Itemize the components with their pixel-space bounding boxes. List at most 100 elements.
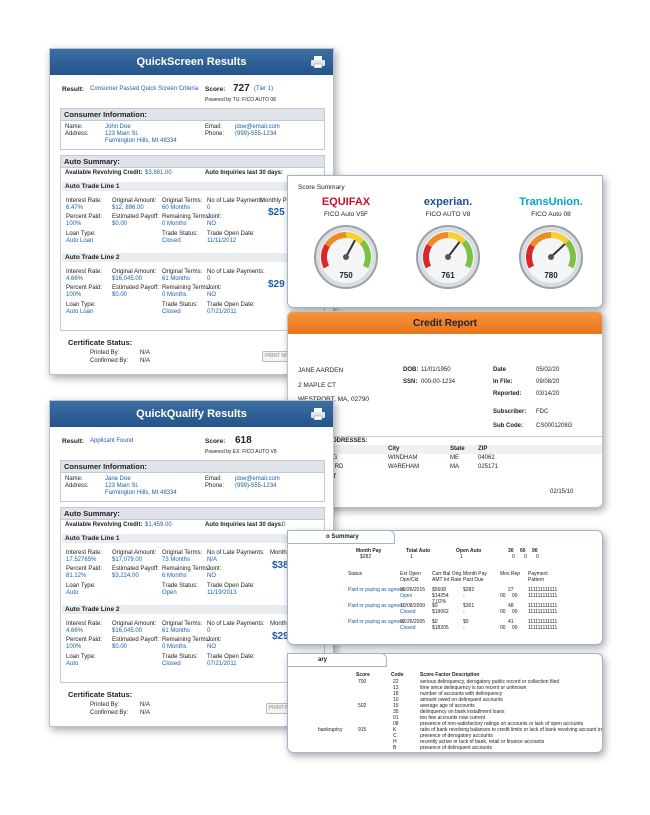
- email-value[interactable]: jdoe@email.com: [235, 476, 280, 482]
- score-factors-card: ary Score Code Score Factor Description …: [287, 653, 603, 753]
- factor-description: too few accounts now current: [420, 715, 486, 721]
- open-date-value: 11/11/2012: [207, 238, 237, 244]
- gauge-hub: [548, 254, 554, 260]
- auto-summary-detail-card: o Summary Month Pay $282 Total Auto 1 Open A…: [287, 530, 603, 645]
- col-description: Score Factor Description: [420, 672, 480, 678]
- factor-score: 915: [358, 727, 367, 733]
- row-balance: $0: [432, 619, 438, 625]
- revolving-value: $1,459.00: [145, 522, 172, 528]
- loan-type-label: Loan Type:: [66, 654, 96, 660]
- bureau-logo: experian.: [423, 196, 473, 208]
- powered-by: Powered by EX: FICO AUTO V8: [205, 449, 277, 455]
- remaining-value: 0 Months: [162, 292, 187, 298]
- consumer-info-box: Consumer Information:: [60, 108, 325, 150]
- bureau-model: FICO Auto V5F: [323, 211, 369, 218]
- gauge-score: 761: [441, 271, 455, 280]
- late-payments-label: No of Late Payments:: [207, 621, 265, 627]
- row-date: 10/08/2009: [400, 603, 426, 609]
- factor-description: ratio of bank revolving balances to cred…: [420, 727, 603, 733]
- consumer-info-box: Consumer Information:: [60, 460, 325, 502]
- certificate-status-header: Certificate Status:: [68, 338, 133, 347]
- row-mos: 48: [508, 603, 514, 609]
- loan-type-value: Auto: [66, 590, 79, 596]
- row-orig: $14254: [432, 593, 449, 599]
- percent-paid-label: Percent Paid:: [66, 566, 103, 572]
- auto-summary-tab[interactable]: o Summary: [288, 531, 395, 544]
- subscriber-value: FDC: [536, 409, 549, 415]
- phone-value: (999)-555-1234: [235, 131, 277, 137]
- score-factors-tab[interactable]: ary: [288, 654, 387, 667]
- printer-icon[interactable]: [311, 408, 325, 420]
- detail-column-header: Payment Pattern: [528, 571, 548, 583]
- gauge-band: [461, 239, 473, 269]
- printer-icon[interactable]: [311, 56, 325, 68]
- percent-paid-label: Percent Paid:: [66, 214, 103, 220]
- ssn-value: 000-00-1234: [421, 379, 456, 385]
- remaining-value: 6 Months: [162, 573, 187, 579]
- confirmed-by-label: Confirmed By:: [90, 358, 129, 364]
- inquiries-value: 0: [282, 522, 286, 528]
- orig-amount-label: Original Amount:: [112, 269, 157, 275]
- row-pattern: 111111111111: [528, 619, 558, 625]
- gauge-needle: [447, 241, 461, 258]
- factor-description: amount owed on delinquent accounts: [420, 697, 503, 703]
- open-date-value: 11/19/2013: [207, 590, 237, 596]
- orig-terms-label: Original Terms:: [162, 550, 203, 556]
- row-mos: 41: [508, 619, 514, 625]
- in-file-label: In File:: [493, 379, 513, 385]
- row-balance: $5608: [432, 587, 446, 593]
- orig-amount-label: Original Amount:: [112, 550, 157, 556]
- trade-status-label: Trade Status:: [162, 654, 198, 660]
- factor-description: presence of non-satisfactory ratings on …: [420, 721, 584, 727]
- sub-code-label: Sub Code:: [493, 423, 523, 429]
- percent-paid-label: Percent Paid:: [66, 637, 103, 643]
- row-p1: 00: [500, 593, 506, 599]
- trade-line-2-header: Auto Trade Line 2: [62, 605, 323, 614]
- date-label: Date: [493, 367, 507, 373]
- score-gauge: [519, 225, 583, 289]
- date-value: 05/02/20: [536, 367, 560, 373]
- summary-header-value: 0: [524, 554, 527, 560]
- gauge-band: [426, 232, 449, 248]
- credit-report-card: Credit Report JANE AARDEN 2 MAPLE CT WES…: [287, 311, 603, 508]
- joint-label: Joint:: [207, 566, 222, 572]
- addresses-label: ADDRESSES:: [328, 438, 368, 444]
- gauge-band: [359, 239, 371, 269]
- factor-description: number of accounts with delinquency: [420, 691, 503, 697]
- bureau-model: FICO AUTO V8: [425, 211, 471, 218]
- addr-city: WINDHAM: [388, 455, 418, 461]
- interest-value: 17.52765%: [66, 557, 97, 563]
- phone-value: (999)-555-1234: [235, 483, 277, 489]
- phone-label: Phone:: [205, 483, 225, 489]
- score-tier: (Tier 1): [254, 86, 274, 92]
- percent-paid-value: 81.12%: [66, 573, 87, 579]
- report-section-date: 02/15/10: [550, 489, 574, 495]
- summary-header: 90: [532, 548, 538, 554]
- address-line1: 123 Main St.: [105, 131, 139, 137]
- addr-state: ME: [450, 455, 459, 461]
- score-summary-card: Score Summary EQUIFAX FICO Auto V5F 750 exp…: [287, 175, 603, 308]
- consumer-info-header: Consumer Information:: [61, 461, 324, 473]
- factor-description: presence of delinquent accounts: [420, 745, 492, 751]
- quickqualify-title: QuickQualify Results: [136, 408, 247, 420]
- email-value[interactable]: jdoe@email.com: [235, 124, 280, 130]
- score-summary-tab[interactable]: Score Summary: [298, 184, 345, 191]
- orig-terms-value: 60 Months: [162, 205, 191, 211]
- orig-amount-value: $12, 896.00: [112, 205, 144, 211]
- late-payments-value: 0: [207, 628, 211, 634]
- name-label: Name:: [65, 476, 83, 482]
- row-due: -: [463, 593, 465, 599]
- late-payments-label: No of Late Payments:: [207, 550, 265, 556]
- report-street: 2 MAPLE CT: [298, 382, 336, 389]
- printed-by-label: Printed By:: [90, 702, 120, 708]
- trade-status-label: Trade Status:: [162, 302, 198, 308]
- interest-value: 4.66%: [66, 276, 84, 282]
- factor-code: 15: [393, 703, 399, 709]
- factor-code: 22: [393, 679, 399, 685]
- factor-description: recently active or lack of bank, retail …: [420, 739, 545, 745]
- address-label: Address:: [65, 483, 89, 489]
- printed-by-value: N/A: [140, 702, 151, 708]
- email-label: Email:: [205, 476, 222, 482]
- remaining-label: Remaining Terms:: [162, 637, 211, 643]
- row-orig: $19062: [432, 609, 449, 615]
